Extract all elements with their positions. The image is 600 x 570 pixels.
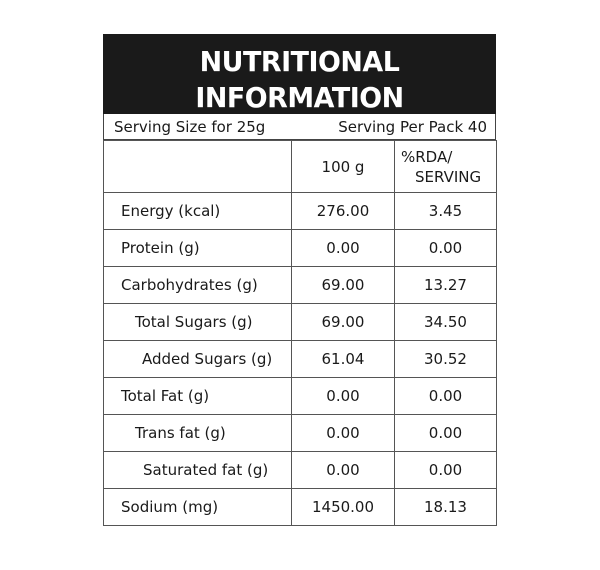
table-row: Sodium (mg) 1450.00 18.13 <box>103 488 497 526</box>
table-row: Saturated fat (g) 0.00 0.00 <box>103 451 497 489</box>
nutrient-rda: 0.00 <box>394 414 497 452</box>
nutrient-name: Energy (kcal) <box>103 192 292 230</box>
nutrient-name: Trans fat (g) <box>103 414 292 452</box>
label-subtitle: (Approximate Value As Per 100 g) <box>147 117 452 138</box>
nutrient-rda: 3.45 <box>394 192 497 230</box>
table-header-row: 100 g %RDA/ SERVING <box>103 140 497 193</box>
nutrient-name: Saturated fat (g) <box>103 451 292 489</box>
table-row: Added Sugars (g) 61.04 30.52 <box>103 340 497 378</box>
nutrient-per-100g: 0.00 <box>291 229 395 267</box>
table-row: Protein (g) 0.00 0.00 <box>103 229 497 267</box>
header-rda: %RDA/ SERVING <box>394 140 497 193</box>
serving-size: Serving Size for 25g <box>114 117 266 136</box>
nutrition-table: 100 g %RDA/ SERVING Energy (kcal) 276.00… <box>103 140 497 526</box>
nutrient-name: Protein (g) <box>103 229 292 267</box>
nutrient-name: Total Fat (g) <box>103 377 292 415</box>
header-rda-line1: %RDA/ <box>401 147 453 166</box>
label-title: NUTRITIONAL INFORMATION <box>195 45 404 114</box>
nutrient-per-100g: 69.00 <box>291 303 395 341</box>
table-row: Trans fat (g) 0.00 0.00 <box>103 414 497 452</box>
nutrient-name: Carbohydrates (g) <box>103 266 292 304</box>
table-row: Energy (kcal) 276.00 3.45 <box>103 192 497 230</box>
nutrient-name: Added Sugars (g) <box>103 340 292 378</box>
nutrient-per-100g: 61.04 <box>291 340 395 378</box>
serving-info: Serving Size for 25g Serving Per Pack 40 <box>103 114 496 140</box>
nutrient-per-100g: 0.00 <box>291 451 395 489</box>
nutrient-per-100g: 0.00 <box>291 414 395 452</box>
nutrition-label: NUTRITIONAL INFORMATION (Approximate Val… <box>103 34 497 526</box>
nutrient-rda: 18.13 <box>394 488 497 526</box>
nutrient-name: Sodium (mg) <box>103 488 292 526</box>
servings-per-pack: Serving Per Pack 40 <box>338 117 487 136</box>
nutrient-rda: 0.00 <box>394 377 497 415</box>
nutrient-per-100g: 69.00 <box>291 266 395 304</box>
nutrient-rda: 0.00 <box>394 229 497 267</box>
table-row: Total Fat (g) 0.00 0.00 <box>103 377 497 415</box>
label-header: NUTRITIONAL INFORMATION (Approximate Val… <box>103 34 496 138</box>
nutrient-per-100g: 1450.00 <box>291 488 395 526</box>
nutrient-name: Total Sugars (g) <box>103 303 292 341</box>
nutrient-per-100g: 0.00 <box>291 377 395 415</box>
nutrient-rda: 34.50 <box>394 303 497 341</box>
header-empty-cell <box>103 140 292 193</box>
header-rda-line2: SERVING <box>415 167 482 186</box>
header-per-100g: 100 g <box>291 140 395 193</box>
nutrient-per-100g: 276.00 <box>291 192 395 230</box>
table-row: Carbohydrates (g) 69.00 13.27 <box>103 266 497 304</box>
table-row: Total Sugars (g) 69.00 34.50 <box>103 303 497 341</box>
nutrient-rda: 13.27 <box>394 266 497 304</box>
nutrient-rda: 0.00 <box>394 451 497 489</box>
nutrient-rda: 30.52 <box>394 340 497 378</box>
